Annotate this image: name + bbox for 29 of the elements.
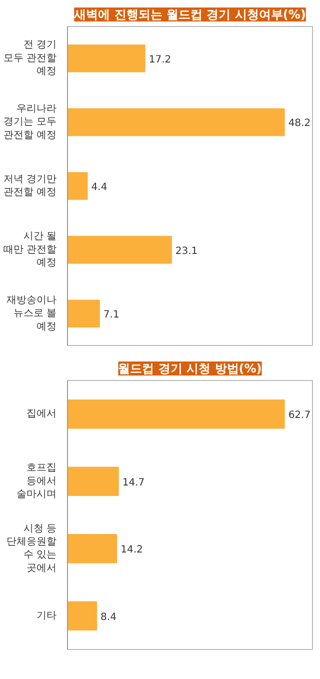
- data-label: 62.7: [288, 410, 311, 422]
- chart-title: 새벽에 진행되는 월드컵 경기 시청여부(%): [73, 8, 306, 22]
- data-label: 8.4: [100, 612, 116, 623]
- y-tick-label: 재방송이나 뉴스로 볼 예정: [6, 294, 57, 332]
- y-tick-label: 전 경기 모두 관전할 예정: [3, 40, 57, 78]
- y-tick-label: 저녁 경기만 관전할 예정: [3, 174, 57, 198]
- y-tick-label: 시간 될 때만 관전할 예정: [3, 231, 57, 268]
- data-label: 7.1: [103, 310, 120, 321]
- bar: [68, 300, 100, 328]
- chart-title: 월드컵 경기 시청 방법(%): [118, 362, 262, 376]
- bar: [68, 400, 285, 429]
- y-tick-label: 우리나라 경기는 모두 관전할 예정: [3, 104, 57, 141]
- bar: [68, 466, 119, 496]
- y-tick-label: 시청 등 단체응원할 수 있는 곳에서: [6, 523, 57, 574]
- bar: [68, 534, 118, 564]
- bar: [68, 108, 285, 136]
- data-label: 14.2: [120, 544, 143, 556]
- bar: [68, 44, 146, 72]
- data-label: 23.1: [175, 246, 198, 257]
- y-tick-label: 호프집 등에서 술마시며: [16, 462, 56, 500]
- y-tick-label: 집에서: [26, 408, 56, 420]
- data-label: 17.2: [148, 54, 172, 66]
- data-label: 4.4: [91, 182, 108, 193]
- bar: [68, 172, 88, 200]
- bar: [68, 236, 172, 264]
- data-label: 48.2: [288, 118, 311, 130]
- data-label: 14.7: [122, 477, 145, 488]
- y-tick-label: 기타: [36, 610, 56, 622]
- bar: [68, 601, 98, 630]
